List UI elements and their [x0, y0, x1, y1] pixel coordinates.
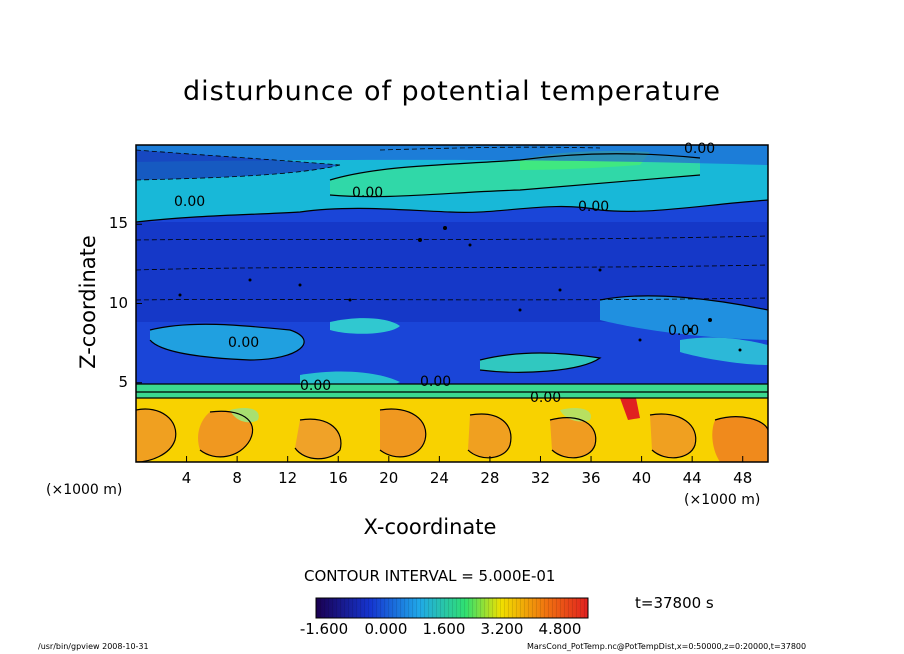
contour-interval: CONTOUR INTERVAL = 5.000E-01: [304, 567, 556, 585]
x-unit-label: (×1000 m): [684, 492, 761, 508]
heatmap-field: [136, 145, 768, 462]
colorbar-tick-label: 4.800: [538, 620, 582, 638]
contour-label: 0.00: [420, 374, 451, 390]
contour-label: 0.00: [352, 185, 383, 201]
contour-label: 0.00: [174, 194, 205, 210]
colorbar-tick-label: -1.600: [299, 620, 349, 638]
x-tick-label: 12: [278, 469, 298, 487]
x-tick-label: 32: [530, 469, 551, 487]
contour-label: 0.00: [684, 141, 715, 157]
contour-label: 0.00: [668, 323, 699, 339]
contour-label: 0.00: [530, 390, 561, 406]
x-tick-marks: [186, 456, 744, 462]
y-tick-label: 10: [108, 293, 128, 312]
x-tick-label: 16: [328, 469, 348, 487]
y-axis-label: Z-coordinate: [76, 235, 100, 369]
x-axis-label: X-coordinate: [363, 515, 497, 539]
y-tick-label: 15: [108, 214, 128, 233]
x-tick-label: 40: [632, 469, 652, 487]
x-tick-label: 8: [232, 469, 242, 487]
chart-title: disturbunce of potential temperature: [183, 76, 721, 107]
time-label: t=37800 s: [635, 594, 714, 612]
footer-left: /usr/bin/gpview 2008-10-31: [38, 642, 149, 651]
contour-label: 0.00: [228, 335, 259, 351]
contour-label: 0.00: [578, 199, 609, 215]
x-tick-label: 36: [581, 469, 601, 487]
x-tick-label: 24: [429, 469, 449, 487]
contour-label: 0.00: [300, 378, 331, 394]
footer-right: MarsCond_PotTemp.nc@PotTempDist,x=0:5000…: [527, 642, 807, 651]
colorbar-tick-label: 0.000: [364, 620, 408, 638]
y-tick-label: 5: [118, 372, 128, 391]
x-tick-label: 4: [181, 469, 192, 487]
colorbar-bands: [316, 598, 588, 618]
x-tick-label: 44: [682, 469, 702, 487]
contour-labels: 0.00 0.00 0.00 0.00 0.00 0.00 0.00 0.00 …: [174, 141, 715, 406]
x-tick-label: 48: [733, 469, 753, 487]
y-tick-marks: [136, 223, 142, 384]
x-tick-label: 20: [379, 469, 399, 487]
x-tick-label: 28: [480, 469, 500, 487]
x-unit-label: (×1000 m): [46, 482, 123, 498]
colorbar-tick-label: 3.200: [480, 620, 524, 638]
colorbar-tick-label: 1.600: [422, 620, 466, 638]
